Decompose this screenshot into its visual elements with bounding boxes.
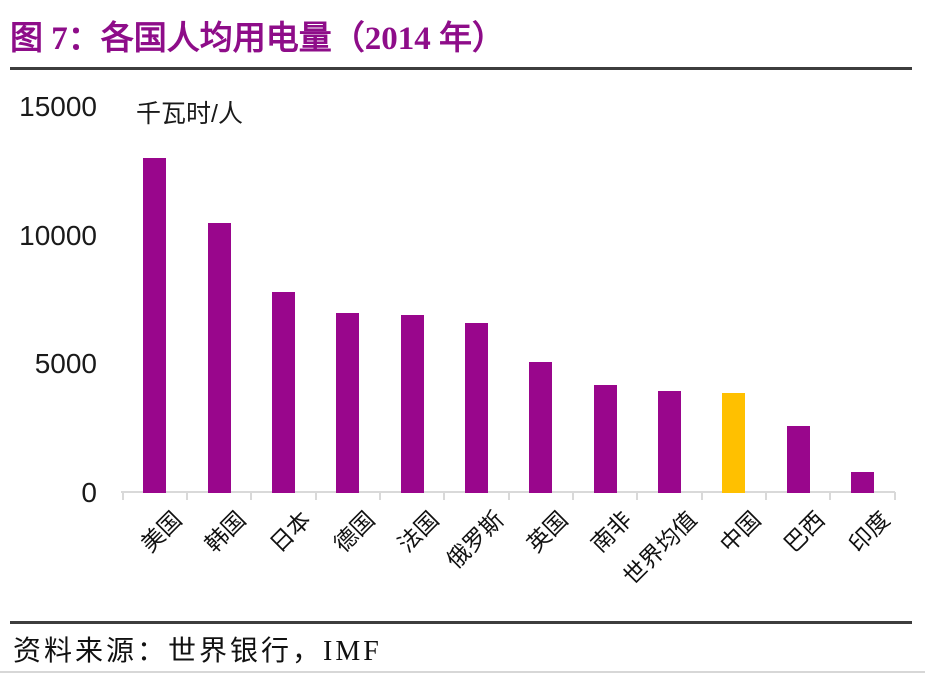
page-bottom-hairline xyxy=(0,671,925,673)
x-axis-tick xyxy=(829,492,832,500)
x-category-label-india: 印度 xyxy=(843,506,895,558)
x-axis-tick xyxy=(507,492,510,500)
bar-japan xyxy=(272,292,296,493)
x-category-label-china: 中国 xyxy=(714,506,766,558)
x-category-label-japan: 日本 xyxy=(264,506,316,558)
bar-south-korea xyxy=(207,222,231,493)
x-axis-tick xyxy=(443,492,446,500)
bar-south-africa xyxy=(593,384,617,493)
bar-germany xyxy=(336,312,360,493)
x-axis-tick xyxy=(572,492,575,500)
x-category-label-russia: 俄罗斯 xyxy=(441,506,509,574)
x-category-label-south-korea: 韩国 xyxy=(200,506,251,558)
bar-usa xyxy=(143,158,167,493)
x-axis-tick xyxy=(379,492,382,500)
source-note: 资料来源：世界银行，IMF xyxy=(13,636,382,667)
x-category-label-uk: 英国 xyxy=(521,506,573,558)
x-category-label-usa: 美国 xyxy=(135,506,187,558)
x-axis-tick xyxy=(121,492,124,500)
bar-france xyxy=(400,315,424,493)
bar-russia xyxy=(465,323,489,493)
y-tick-label-10000: 10000 xyxy=(19,219,97,251)
bar-china xyxy=(722,392,746,493)
x-axis-tick xyxy=(636,492,639,500)
x-axis-tick xyxy=(250,492,253,500)
x-axis-tick xyxy=(893,492,896,500)
footer-separator-line xyxy=(10,621,912,624)
bar-uk xyxy=(529,361,553,493)
y-tick-label-5000: 5000 xyxy=(34,348,97,380)
x-axis-tick xyxy=(700,492,703,500)
bar-world-average xyxy=(658,391,682,493)
bar-brazil xyxy=(786,426,810,493)
x-axis-tick xyxy=(186,492,189,500)
x-category-label-germany: 德国 xyxy=(328,506,380,558)
x-axis-tick xyxy=(314,492,317,500)
x-category-label-brazil: 巴西 xyxy=(778,506,830,558)
y-axis-unit-label: 千瓦时/人 xyxy=(136,100,243,128)
y-tick-label-15000: 15000 xyxy=(19,91,97,122)
x-axis-tick xyxy=(765,492,768,500)
y-tick-label-0: 0 xyxy=(81,477,97,508)
bar-india xyxy=(851,472,875,493)
title-separator-line xyxy=(10,67,912,70)
figure-title: 图 7：各国人均用电量（2014 年） xyxy=(10,21,505,57)
